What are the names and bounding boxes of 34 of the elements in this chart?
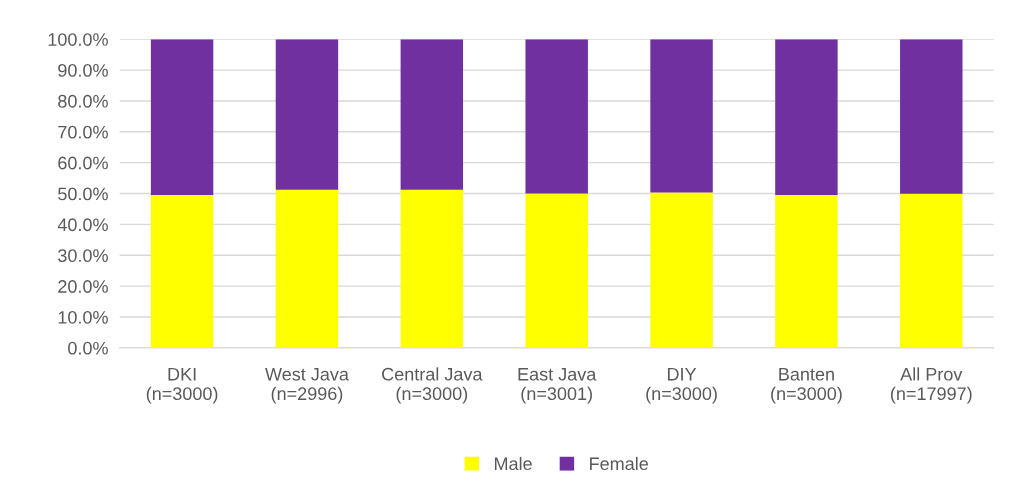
bar: [150, 195, 214, 348]
bar: [650, 39, 713, 193]
bar: [400, 189, 464, 348]
y-tick-label: 60.0%: [58, 156, 108, 170]
x-tick-label: East Java (n=3001): [518, 368, 597, 404]
x-tick-label: All Prov (n=17997): [891, 367, 972, 404]
y-tick-label: 30.0%: [58, 249, 108, 263]
bar: [650, 192, 713, 348]
y-tick-label: 10.0%: [58, 310, 108, 324]
bar: [900, 193, 963, 348]
x-tick-label: West Java (n=2996): [265, 368, 349, 404]
bar: [775, 195, 838, 348]
bar: [400, 39, 464, 190]
x-tick-label: Central Java (n=3000): [382, 367, 483, 404]
y-tick-label: 80.0%: [58, 94, 108, 108]
bar: [525, 39, 588, 194]
bar: [150, 39, 214, 196]
y-tick-label: 0.0%: [68, 341, 108, 355]
x-tick-label: DIY (n=3000): [646, 368, 717, 404]
bar: [275, 39, 339, 190]
bar: [275, 189, 339, 348]
y-tick-label: 20.0%: [58, 280, 108, 293]
y-tick-label: 70.0%: [58, 125, 108, 139]
y-tick-label: 40.0%: [57, 218, 108, 232]
y-tick-label: 50.0%: [58, 187, 108, 201]
bar: [775, 39, 838, 196]
legend-label: Male: [494, 456, 532, 471]
x-tick-label: DKI (n=3000): [146, 368, 218, 404]
bar: [900, 39, 963, 194]
legend-label: Female: [590, 456, 648, 471]
y-tick-label: 100.0%: [48, 33, 108, 46]
x-tick-label: Banten (n=3000): [771, 368, 842, 404]
y-tick-label: 90.0%: [58, 64, 108, 77]
bar: [525, 193, 588, 348]
